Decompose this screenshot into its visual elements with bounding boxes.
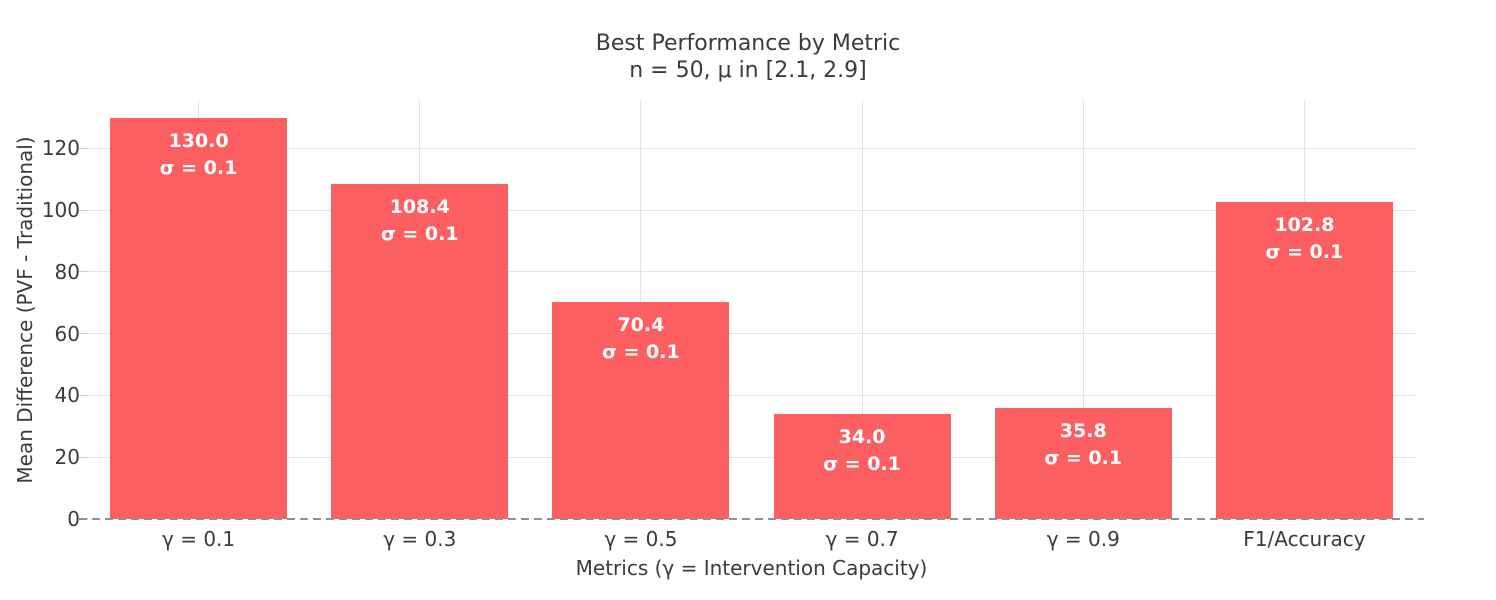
x-axis-title: Metrics (γ = Intervention Capacity)	[575, 556, 928, 580]
x-gridline	[861, 100, 863, 519]
bar-sigma-label: σ = 0.1	[823, 453, 901, 476]
x-tick-label: γ = 0.5	[604, 527, 678, 551]
y-gridline	[88, 209, 1415, 211]
bar-sigma-label: σ = 0.1	[380, 223, 459, 246]
y-gridline	[88, 456, 1415, 458]
bar[interactable]: 130.0 σ = 0.1	[110, 117, 288, 519]
y-tick-label: 100	[41, 198, 80, 223]
bar-value-label: 70.4	[617, 313, 665, 336]
bar[interactable]: 35.8 σ = 0.1	[994, 408, 1172, 519]
y-tick-mark	[79, 456, 88, 458]
y-axis-title: Mean Difference (PVF - Traditional)	[13, 136, 37, 484]
y-tick-label: 60	[54, 321, 80, 346]
y-tick-mark	[79, 209, 88, 211]
chart-subtitle: n = 50, μ in [2.1, 2.9]	[629, 58, 867, 83]
bar[interactable]: 70.4 σ = 0.1	[552, 301, 730, 519]
bar[interactable]: 108.4 σ = 0.1	[331, 184, 509, 519]
y-tick-label: 40	[54, 383, 80, 408]
bar-sigma-label: σ = 0.1	[159, 156, 238, 179]
plot-area: 0 20 40 60 80 100 120 130.0 σ = 0.1 γ = 0.1 108.4 σ…	[42, 100, 1424, 551]
bar-value-label: 35.8	[1059, 420, 1107, 443]
y-tick-label: 0	[67, 507, 80, 531]
y-gridline	[88, 147, 1415, 149]
y-gridline	[88, 333, 1415, 335]
y-tick-mark	[79, 394, 88, 396]
x-tick-label: F1/Accuracy	[1243, 527, 1366, 551]
y-tick-label: 120	[41, 136, 80, 161]
bar-value-label: 102.8	[1274, 213, 1335, 236]
y-gridline	[88, 271, 1415, 273]
x-gridline	[1082, 100, 1084, 519]
bar-value-label: 34.0	[838, 426, 886, 449]
bar[interactable]: 34.0 σ = 0.1	[773, 414, 951, 519]
y-tick-mark	[79, 333, 88, 335]
chart-title: Best Performance by Metric	[595, 31, 901, 56]
bar-sigma-label: σ = 0.1	[602, 340, 680, 363]
bar-value-label: 130.0	[168, 129, 229, 152]
x-tick-label: γ = 0.1	[162, 527, 236, 551]
bar[interactable]: 102.8 σ = 0.1	[1215, 201, 1393, 519]
y-tick-label: 80	[54, 259, 80, 284]
y-tick-mark	[79, 147, 88, 149]
x-tick-label: γ = 0.9	[1046, 527, 1120, 551]
y-tick-mark	[79, 271, 88, 273]
y-tick-label: 20	[54, 445, 80, 470]
bar-value-label: 108.4	[389, 196, 450, 219]
y-gridline	[88, 394, 1415, 396]
bar-sigma-label: σ = 0.1	[1044, 447, 1123, 470]
zero-baseline	[79, 518, 1424, 520]
bar-sigma-label: σ = 0.1	[1265, 240, 1344, 263]
x-tick-label: γ = 0.3	[383, 527, 457, 551]
x-tick-label: γ = 0.7	[825, 527, 899, 551]
